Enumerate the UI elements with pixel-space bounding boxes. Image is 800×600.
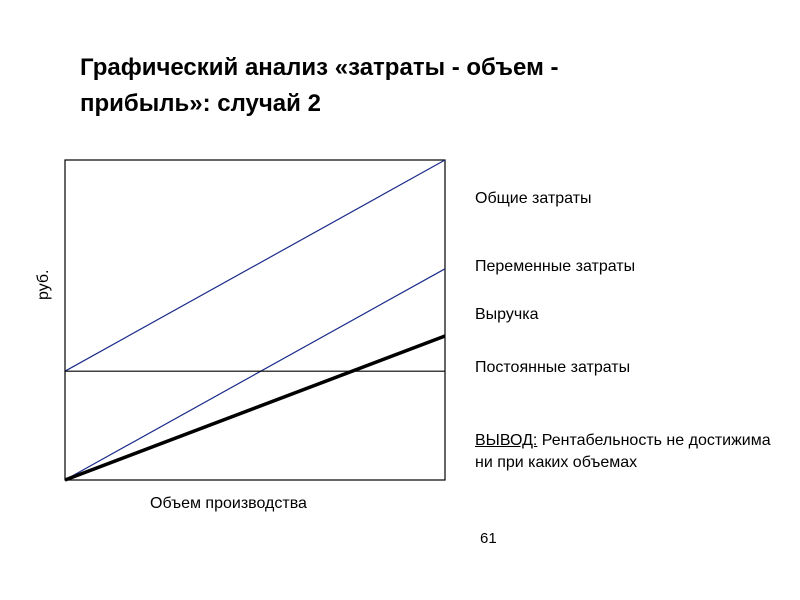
cvp-chart: [65, 160, 445, 480]
chart-svg: [65, 160, 445, 480]
page-number: 61: [480, 530, 497, 547]
legend-total-cost: Общие затраты: [475, 190, 635, 208]
conclusion: ВЫВОД: Рентабельность не достижима ни пр…: [475, 430, 775, 473]
line-variable-cost: [65, 269, 445, 480]
legend-fixed-cost: Постоянные затраты: [475, 359, 635, 377]
slide-container: Графический анализ «затраты - объем - пр…: [0, 0, 800, 600]
y-axis-label: руб.: [35, 269, 53, 300]
conclusion-lead: ВЫВОД:: [475, 432, 537, 449]
x-axis-label: Объем производства: [150, 495, 307, 513]
line-revenue: [65, 336, 445, 480]
legend: Общие затраты Переменные затраты Выручка…: [475, 190, 635, 417]
slide-title: Графический анализ «затраты - объем - пр…: [80, 50, 640, 122]
legend-variable-cost: Переменные затраты: [475, 258, 635, 276]
line-total-cost: [65, 160, 445, 371]
legend-revenue: Выручка: [475, 306, 635, 324]
chart-frame: [65, 160, 445, 480]
